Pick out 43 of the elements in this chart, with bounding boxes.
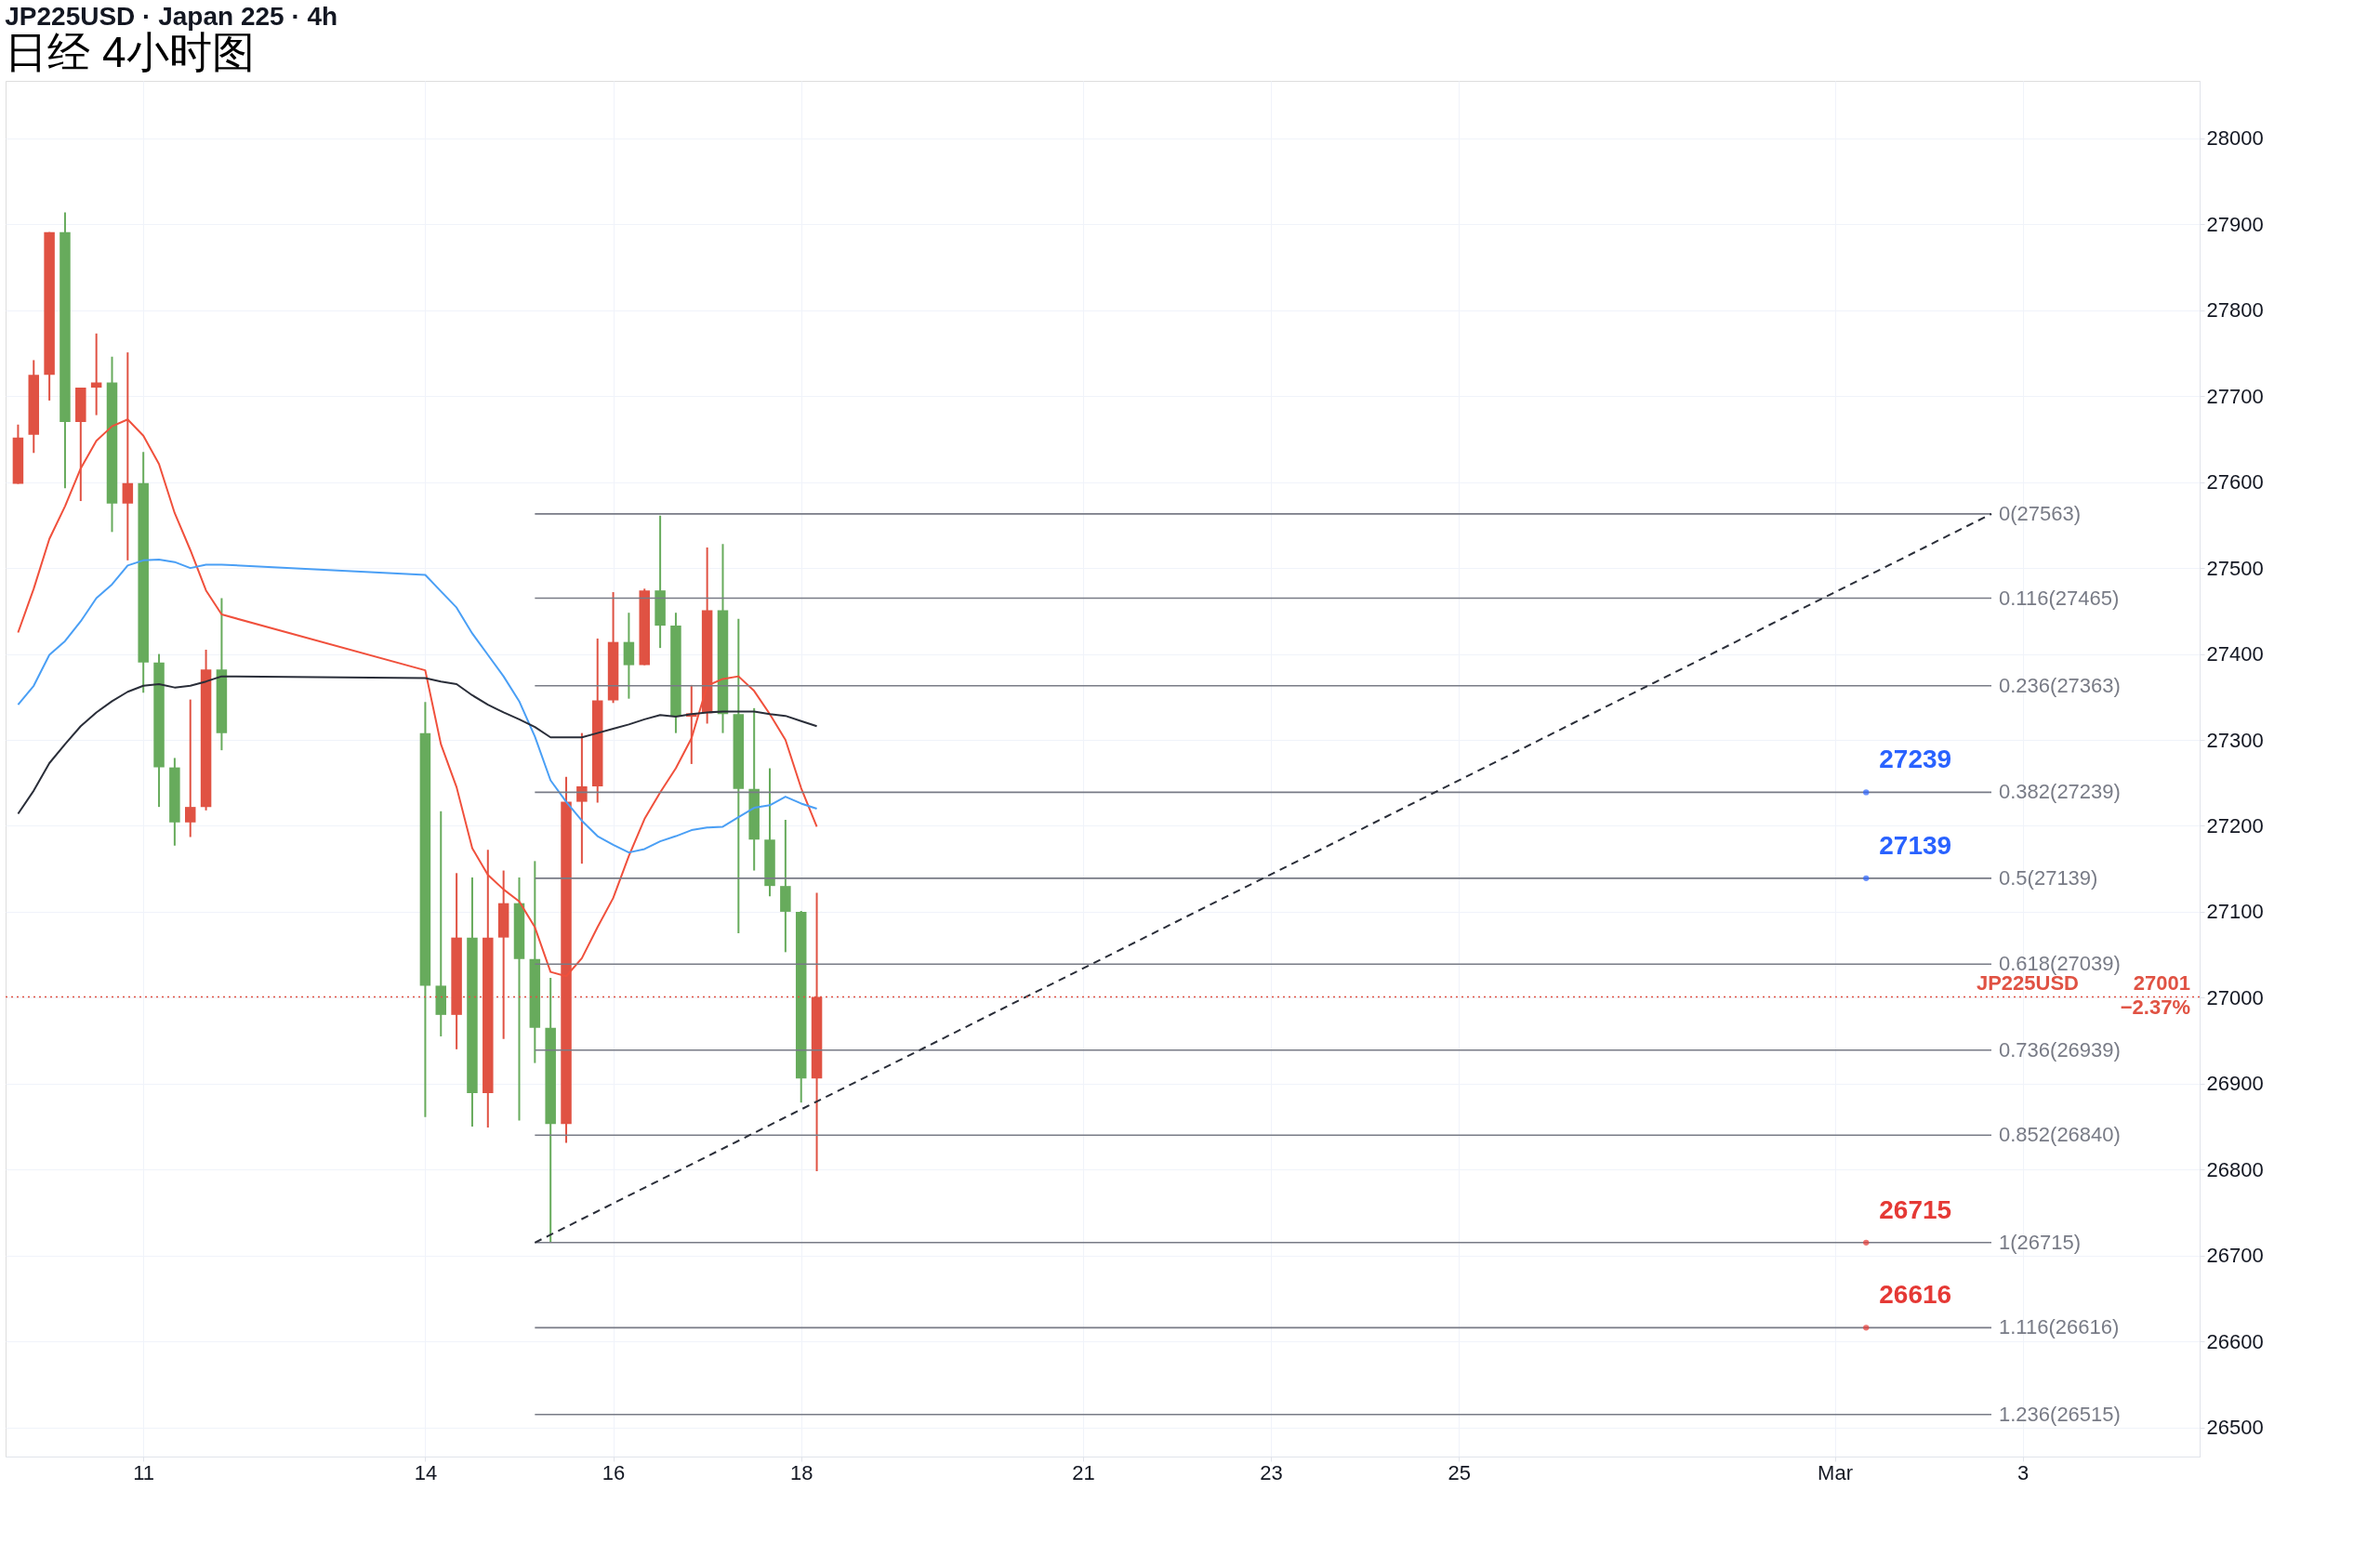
y-tick-label: 26600	[2206, 1329, 2264, 1353]
x-tick-label: 3	[2017, 1460, 2030, 1484]
series-label: 0.116(27465)	[1999, 586, 2120, 610]
x-tick-label: 25	[1448, 1460, 1471, 1484]
y-tick-label: 27400	[2206, 642, 2264, 666]
series-label: 0.852(26840)	[1999, 1123, 2121, 1147]
series-label: 1(26715)	[1999, 1230, 2082, 1254]
x-tick-label: 18	[789, 1460, 813, 1484]
y-tick-label: 27200	[2206, 813, 2264, 837]
annotation: 27239	[1879, 745, 1952, 774]
x-tick-label: 11	[133, 1460, 155, 1484]
annotation: 26715	[1879, 1194, 1952, 1224]
series-label: 0.382(27239)	[1999, 780, 2121, 804]
y-tick-label: 26800	[2206, 1157, 2264, 1181]
series-label: 0.736(26939)	[1999, 1037, 2121, 1062]
series-label: 0.236(27363)	[1999, 673, 2121, 697]
series-label: 0.5(27139)	[1999, 865, 2098, 890]
annotation: 26616	[1879, 1280, 1952, 1310]
y-tick-label: 27000	[2206, 985, 2264, 1009]
y-tick-label: 26900	[2206, 1072, 2264, 1096]
y-tick-label: 27300	[2206, 728, 2264, 752]
annotation: 27001	[2133, 971, 2190, 996]
x-tick-label: Mar	[1818, 1460, 1853, 1484]
x-tick-label: 21	[1072, 1460, 1095, 1484]
series-label: 1.116(26616)	[1999, 1315, 2120, 1339]
x-tick-label: 16	[602, 1460, 626, 1484]
y-tick-label: 27800	[2206, 298, 2264, 323]
series-label: 0.618(27039)	[1999, 952, 2121, 976]
y-tick-label: 27600	[2206, 470, 2264, 495]
y-tick-label: 27500	[2206, 556, 2264, 580]
y-tick-label: 27100	[2206, 900, 2264, 924]
x-tick-label: 23	[1260, 1460, 1283, 1484]
y-tick-label: 27900	[2206, 212, 2264, 236]
annotation: 27139	[1879, 830, 1952, 860]
x-tick-label: 14	[414, 1460, 438, 1484]
y-tick-label: 26500	[2206, 1416, 2264, 1440]
series-label: 0(27563)	[1999, 501, 2082, 525]
y-tick-label: 28000	[2206, 126, 2264, 151]
annotation: −2.37%	[2120, 996, 2190, 1020]
y-tick-label: 27700	[2206, 384, 2264, 408]
y-tick-label: 26700	[2206, 1244, 2264, 1268]
series-label: 1.236(26515)	[1999, 1402, 2121, 1426]
chart-title: JP225USD · Japan 225 · 4h	[5, 2, 338, 31]
